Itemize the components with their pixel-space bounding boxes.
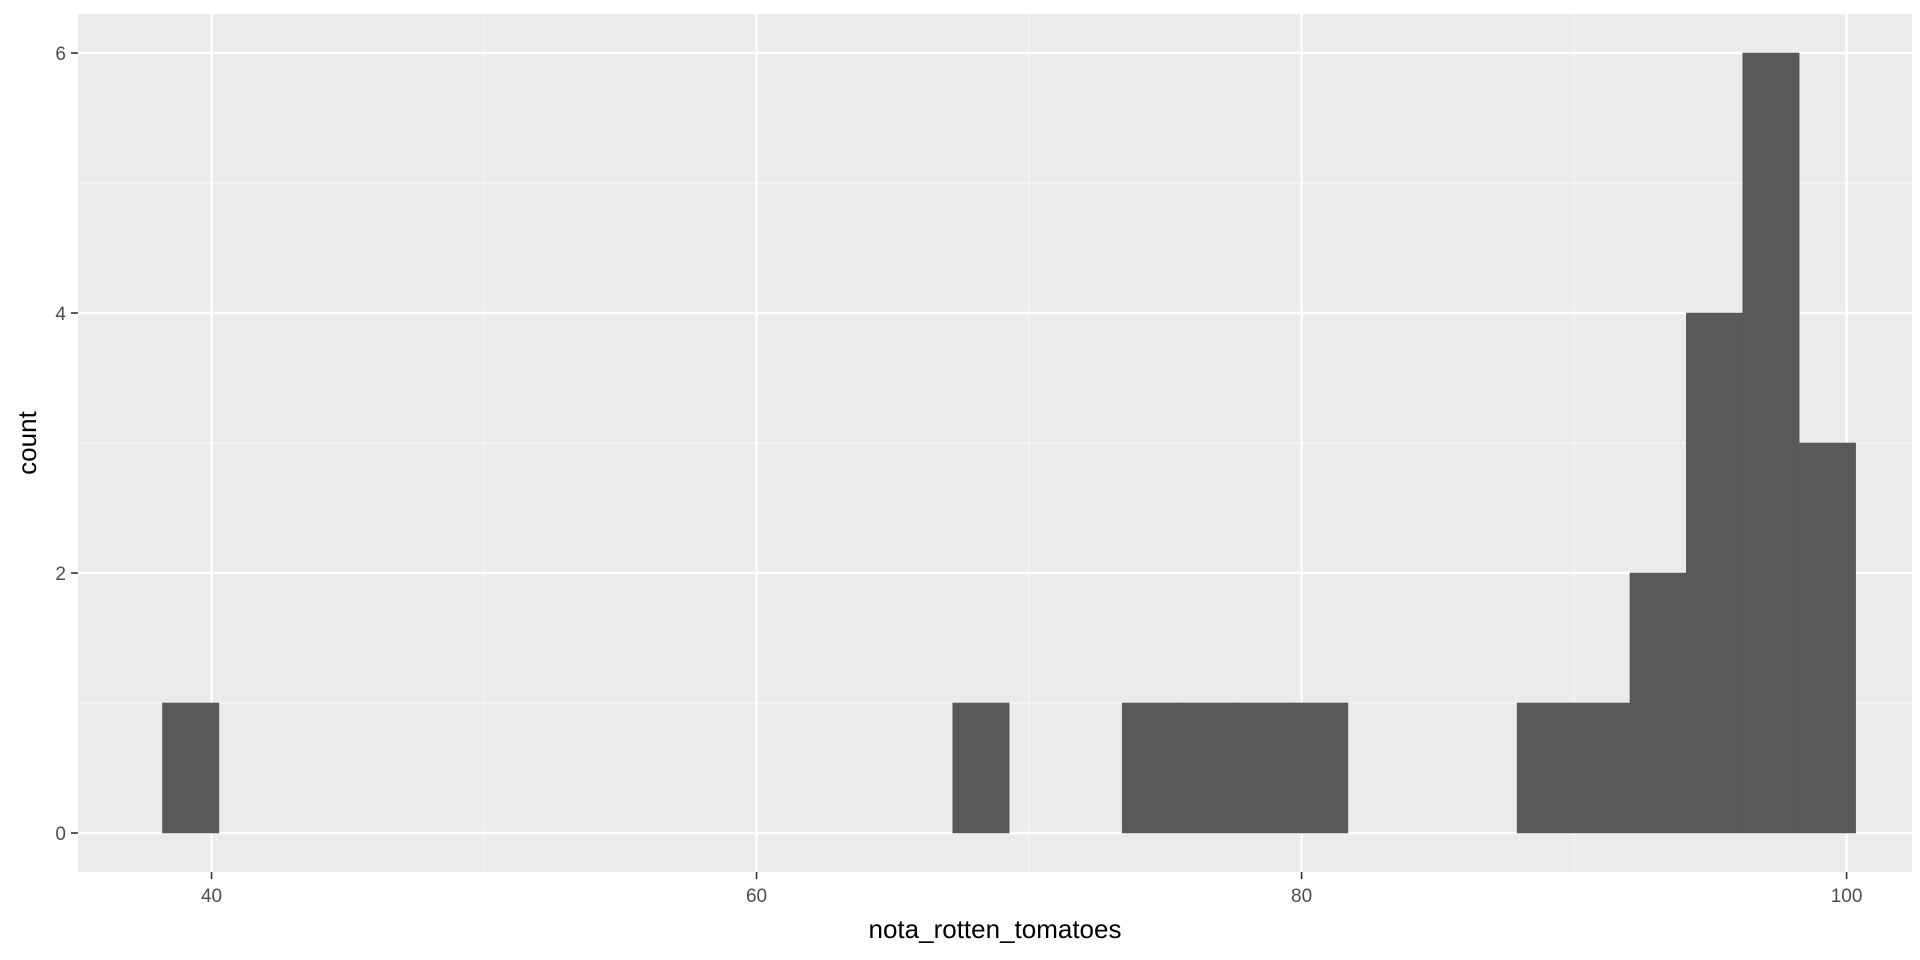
x-tick-label: 80: [1291, 886, 1312, 907]
y-axis-title: count: [12, 410, 42, 474]
y-tick-label: 6: [55, 44, 66, 65]
histogram-bar: [1574, 703, 1630, 833]
x-tick-label: 40: [201, 886, 222, 907]
x-tick-label: 60: [746, 886, 767, 907]
histogram-bar: [953, 703, 1009, 833]
x-axis: 40 60 80 100: [201, 872, 1862, 907]
y-axis: 0 2 4 6: [55, 44, 78, 845]
y-tick-label: 0: [55, 824, 66, 845]
y-tick-label: 2: [55, 564, 66, 585]
histogram-bar: [1517, 703, 1573, 833]
y-tick-label: 4: [55, 304, 66, 325]
histogram-bar: [1686, 313, 1742, 833]
histogram-bar: [1122, 703, 1178, 833]
histogram-bar: [162, 703, 218, 833]
histogram-bar: [1291, 703, 1347, 833]
histogram-bar: [1630, 573, 1686, 833]
x-tick-label: 100: [1831, 886, 1863, 907]
histogram-bar: [1743, 53, 1799, 833]
histogram-bar: [1799, 443, 1855, 833]
histogram-bar: [1179, 703, 1235, 833]
x-axis-title: nota_rotten_tomatoes: [869, 914, 1122, 944]
histogram-bar: [1235, 703, 1291, 833]
